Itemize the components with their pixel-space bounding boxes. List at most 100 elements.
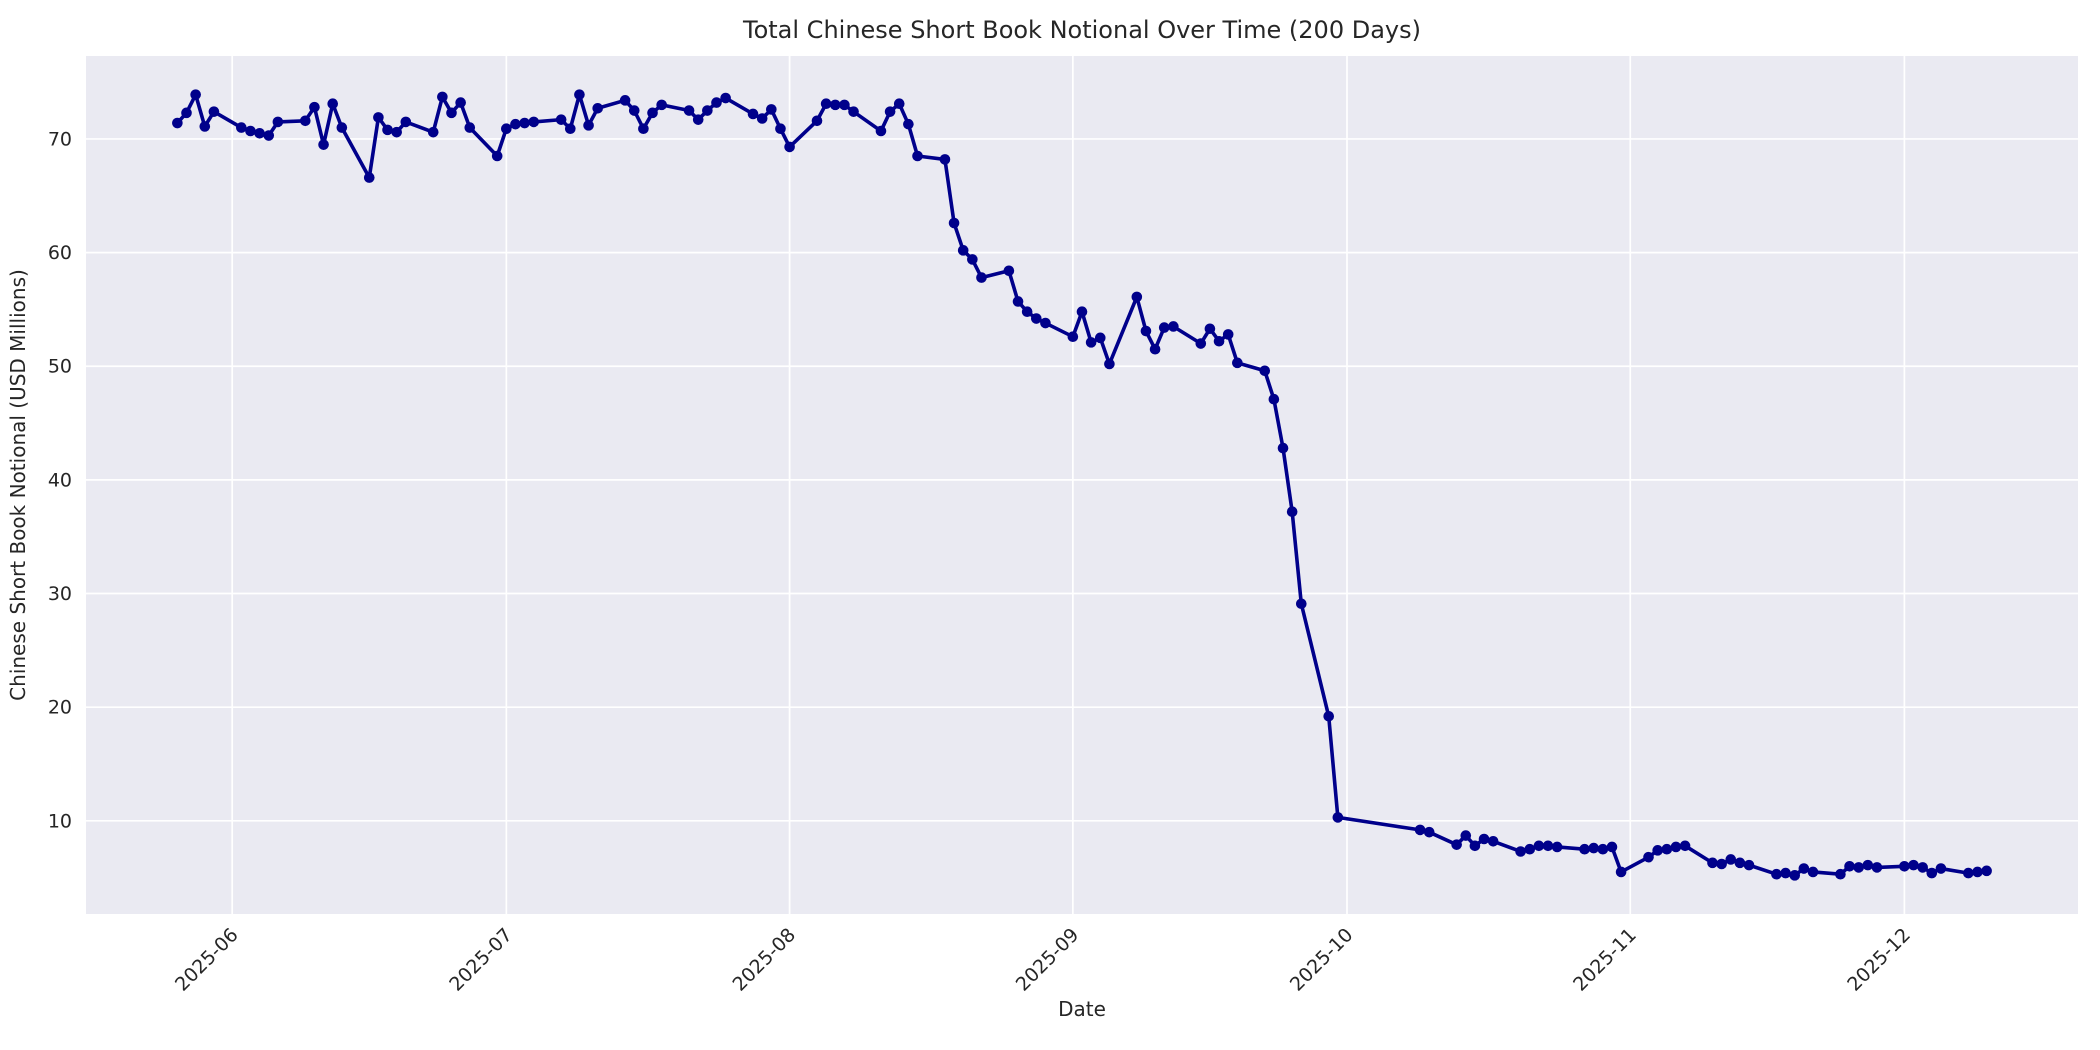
y-tick-label-60: 60 <box>48 242 72 264</box>
data-point <box>1277 442 1289 454</box>
y-tick-label-70: 70 <box>48 128 72 150</box>
data-point <box>1853 862 1864 873</box>
data-point <box>1524 843 1536 855</box>
data-point <box>1542 840 1554 852</box>
data-point <box>1323 710 1335 722</box>
data-point <box>1789 870 1801 881</box>
data-point <box>272 116 284 128</box>
data-point <box>1725 854 1737 865</box>
data-point <box>1451 839 1462 850</box>
data-point <box>446 107 457 119</box>
y-tick-label-50: 50 <box>48 356 72 378</box>
data-point <box>555 114 567 125</box>
data-point <box>839 99 850 111</box>
data-point <box>300 115 311 127</box>
data-point <box>948 217 960 229</box>
data-point <box>1862 859 1874 871</box>
data-point <box>1515 846 1526 857</box>
data-point <box>1423 826 1435 838</box>
data-point <box>1588 842 1600 854</box>
data-point <box>1259 365 1271 377</box>
data-point <box>756 113 768 124</box>
data-point <box>1094 332 1106 344</box>
data-point <box>638 123 649 135</box>
grid-layer <box>86 56 2078 914</box>
y-axis-label: Chinese Short Book Notional (USD Million… <box>6 269 30 701</box>
data-point <box>1615 866 1627 878</box>
data-point <box>1021 306 1033 317</box>
data-point <box>519 117 530 129</box>
data-point <box>747 108 759 120</box>
data-point <box>1286 506 1298 518</box>
data-point <box>656 99 667 111</box>
data-point <box>491 150 503 162</box>
data-point <box>245 125 256 137</box>
data-point <box>1926 867 1938 879</box>
data-point <box>939 154 951 165</box>
data-point <box>1067 331 1079 342</box>
data-point <box>391 126 402 138</box>
data-point <box>912 150 923 162</box>
data-point <box>1899 860 1910 872</box>
data-point <box>1963 867 1974 879</box>
y-tick-labels: 10 20 30 40 50 60 70 <box>48 128 72 832</box>
data-point <box>236 122 247 133</box>
series-layer <box>172 89 1992 881</box>
data-point <box>501 123 512 135</box>
data-point <box>1743 859 1755 871</box>
data-point <box>711 97 722 108</box>
data-point <box>766 104 777 115</box>
data-point <box>574 89 585 100</box>
data-point <box>1195 338 1207 349</box>
data-point <box>1003 265 1015 277</box>
data-point <box>363 172 375 183</box>
data-point <box>327 98 339 110</box>
data-point <box>720 92 731 104</box>
data-point <box>1076 306 1088 317</box>
data-point <box>775 123 786 135</box>
data-point <box>957 245 969 256</box>
y-tick-label-40: 40 <box>48 469 72 491</box>
data-point <box>884 106 896 117</box>
data-point <box>1140 325 1152 337</box>
data-point <box>1149 343 1161 355</box>
data-point <box>1104 358 1115 370</box>
data-point <box>1807 866 1819 878</box>
data-point <box>1332 812 1344 823</box>
data-point <box>199 121 211 132</box>
data-point <box>1012 296 1024 307</box>
data-point <box>1707 857 1718 869</box>
data-point <box>1917 862 1928 873</box>
data-point <box>1085 337 1097 348</box>
data-point <box>1597 843 1609 855</box>
data-point <box>1478 833 1490 845</box>
data-point <box>1204 323 1216 335</box>
data-point <box>1981 865 1992 877</box>
data-point <box>382 124 393 136</box>
data-point <box>464 122 476 133</box>
data-point <box>336 122 348 133</box>
data-point <box>564 123 576 135</box>
figure-title: Total Chinese Short Book Notional Over T… <box>742 16 1421 44</box>
data-point <box>1469 840 1481 852</box>
y-tick-label-30: 30 <box>48 583 72 605</box>
data-point <box>1031 313 1042 324</box>
data-point <box>619 95 631 106</box>
x-axis-label: Date <box>1058 997 1106 1021</box>
data-point <box>848 106 859 117</box>
data-point <box>1670 841 1682 853</box>
data-point <box>318 139 329 150</box>
data-point <box>1460 830 1472 841</box>
data-point <box>190 89 201 100</box>
data-point <box>592 102 604 114</box>
data-point <box>1296 598 1307 610</box>
data-point <box>510 118 521 130</box>
data-point <box>373 112 384 123</box>
data-point <box>1871 862 1883 873</box>
data-point <box>1213 335 1225 347</box>
data-point <box>1533 840 1545 852</box>
data-point <box>1679 840 1691 852</box>
data-point <box>1771 868 1782 880</box>
data-point <box>1232 357 1243 369</box>
